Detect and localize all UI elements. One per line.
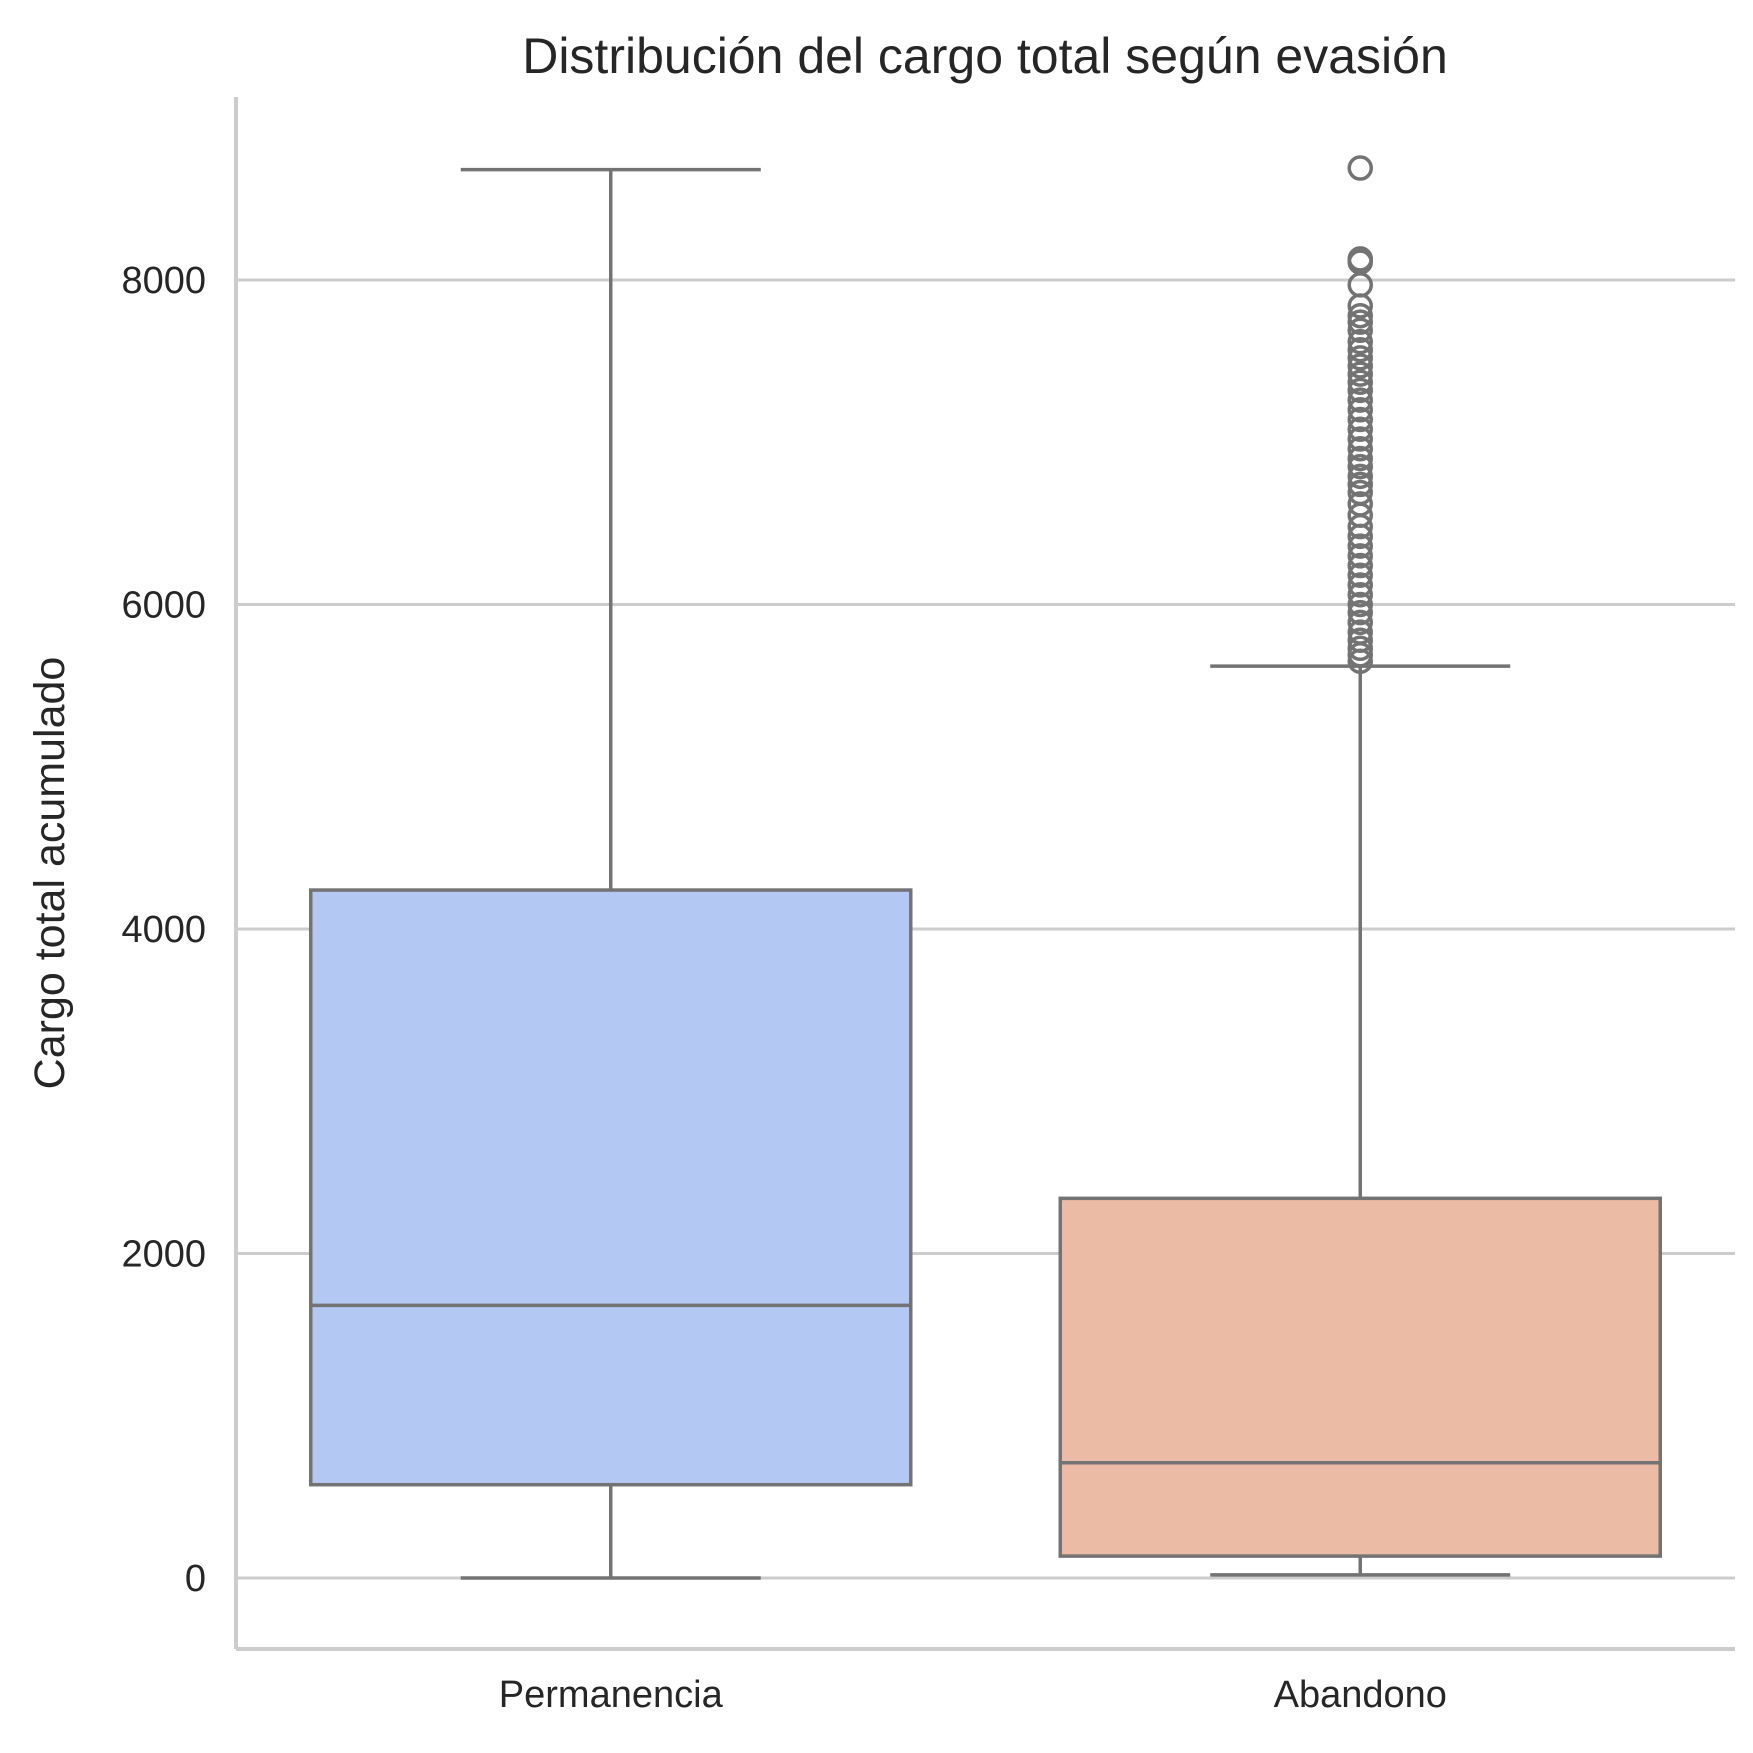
outlier-point xyxy=(1347,361,1373,387)
box-permanencia xyxy=(309,888,913,1487)
y-tick-label-8000: 8000 xyxy=(121,260,206,302)
outlier-point xyxy=(1347,293,1373,319)
x-tick-label-abandono: Abandono xyxy=(1274,1674,1447,1716)
outlier-point xyxy=(1347,406,1373,433)
outlier-point xyxy=(1347,155,1373,181)
chart-title: Distribución del cargo total según evasi… xyxy=(522,28,1448,84)
outlier-point xyxy=(1347,369,1373,395)
y-tick-label-2000: 2000 xyxy=(121,1234,206,1276)
y-axis-label: Cargo total acumulado xyxy=(26,657,74,1090)
outlier-point xyxy=(1347,387,1373,413)
outlier-point xyxy=(1347,572,1373,598)
outlier-point xyxy=(1347,309,1373,335)
box-group-abandono xyxy=(1058,155,1662,1577)
outlier-point xyxy=(1347,591,1373,618)
outlier-point xyxy=(1347,642,1373,668)
outlier-point xyxy=(1347,562,1373,589)
outlier-point xyxy=(1347,345,1373,371)
y-tick-label-0: 0 xyxy=(185,1558,206,1600)
outlier-point xyxy=(1347,426,1373,452)
outlier-point xyxy=(1347,463,1373,490)
outlier-point xyxy=(1347,582,1373,608)
outlier-point xyxy=(1347,648,1373,675)
outlier-point xyxy=(1347,471,1373,498)
outlier-point xyxy=(1347,599,1373,626)
outlier-point xyxy=(1347,328,1373,355)
y-tick-label-6000: 6000 xyxy=(121,585,206,627)
outlier-point xyxy=(1347,533,1373,559)
outlier-point xyxy=(1347,523,1373,550)
outlier-point xyxy=(1347,337,1373,363)
outlier-point xyxy=(1347,353,1373,379)
outlier-point xyxy=(1347,552,1373,579)
outlier-point xyxy=(1347,416,1373,443)
outlier-point xyxy=(1347,397,1373,423)
x-tick-label-permanencia: Permanencia xyxy=(499,1674,724,1716)
outlier-point xyxy=(1347,272,1373,298)
outlier-point xyxy=(1347,635,1373,662)
outlier-point xyxy=(1347,453,1373,480)
box-layer xyxy=(309,155,1662,1580)
tick-layer: 0 2000 4000 6000 8000 Permanencia Abandono xyxy=(121,260,1446,1716)
outlier-point xyxy=(1347,317,1373,344)
outlier-point xyxy=(1347,435,1373,462)
y-tick-label-4000: 4000 xyxy=(121,909,206,951)
box-group-permanencia xyxy=(309,167,913,1580)
outlier-point xyxy=(1347,377,1373,404)
outlier-point xyxy=(1347,302,1373,329)
outlier-point xyxy=(1347,543,1373,569)
outlier-point xyxy=(1347,609,1373,636)
outlier-point xyxy=(1347,445,1373,472)
outlier-point xyxy=(1347,513,1373,540)
box-abandono xyxy=(1058,1196,1662,1558)
